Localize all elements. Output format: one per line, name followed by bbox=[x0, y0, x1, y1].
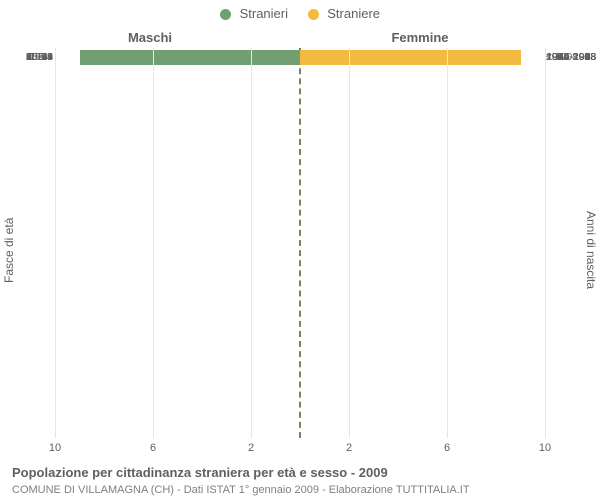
gridline bbox=[251, 48, 252, 438]
y-axis-title-right: Anni di nascita bbox=[584, 0, 598, 500]
x-tick: 2 bbox=[248, 442, 254, 454]
subcaption: COMUNE DI VILLAMAGNA (CH) - Dati ISTAT 1… bbox=[12, 484, 470, 496]
birth-year-label: 2004-2008 bbox=[546, 48, 600, 67]
legend-item-male: Stranieri bbox=[220, 6, 288, 21]
caption: Popolazione per cittadinanza straniera p… bbox=[12, 465, 388, 480]
x-tick: 10 bbox=[539, 442, 551, 454]
gridline bbox=[153, 48, 154, 438]
column-header-female: Femmine bbox=[300, 30, 540, 45]
column-header-male: Maschi bbox=[0, 30, 300, 45]
x-tick: 6 bbox=[444, 442, 450, 454]
x-tick: 6 bbox=[150, 442, 156, 454]
age-label: 0-4 bbox=[13, 48, 53, 67]
x-tick: 2 bbox=[346, 442, 352, 454]
legend: Stranieri Straniere bbox=[0, 6, 600, 21]
swatch-female bbox=[308, 9, 319, 20]
gridline bbox=[349, 48, 350, 438]
legend-label-male: Stranieri bbox=[240, 6, 288, 21]
gridline bbox=[55, 48, 56, 438]
centerline bbox=[299, 48, 301, 438]
gridline bbox=[447, 48, 448, 438]
pyramid-plot: 100+≤ 190895-991909-191390-941914-191885… bbox=[55, 48, 545, 438]
y-axis-title-left: Fasce di età bbox=[2, 0, 16, 500]
gridline bbox=[545, 48, 546, 438]
bar-female bbox=[300, 50, 423, 65]
legend-item-female: Straniere bbox=[308, 6, 380, 21]
pyramid-row: 0-42004-2008 bbox=[55, 48, 545, 67]
swatch-male bbox=[220, 9, 231, 20]
bar-male bbox=[251, 50, 300, 65]
legend-label-female: Straniere bbox=[327, 6, 380, 21]
x-tick: 10 bbox=[49, 442, 61, 454]
